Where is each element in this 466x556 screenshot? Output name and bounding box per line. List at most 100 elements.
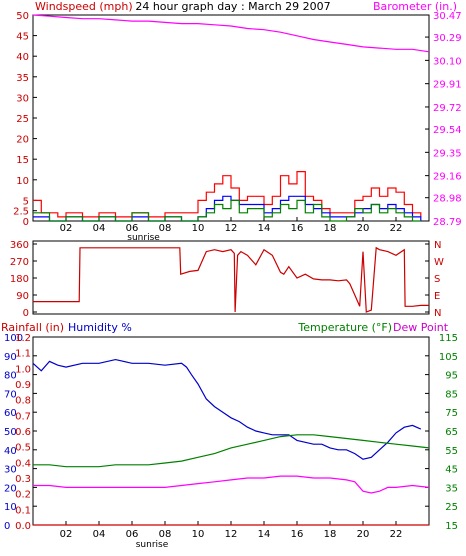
y2-tick-label: 30.10 [433,56,462,67]
temperature-ticks: 15 25 35 45 55 65 75 85 95 105 115 [425,333,458,532]
humidity-line [32,358,422,460]
y-tick-label: 5 [23,196,29,207]
wind-avg-2-line [33,199,421,222]
temperature-axis-label: Temperature (°F) [297,321,392,334]
temp-tick-label: 105 [439,352,458,363]
climate-panel: Rainfall (in) Humidity % Temperature (°F… [1,321,458,550]
y2-tick-label: 28.98 [433,194,462,205]
humidity-tick-label: 90 [4,352,17,363]
barometer-axis-label: Barometer (in.) [373,0,457,13]
temp-tick-label: 45 [445,465,458,476]
humidity-tick-label: 30 [4,465,17,476]
rain-tick-label: 1.1 [15,349,31,360]
temp-tick-label: 15 [445,521,458,532]
y-tick-label: 35 [16,73,29,84]
x-tick-label: 16 [291,223,304,234]
x-tick-label: 20 [357,529,370,540]
windspeed-axis-label: Windspeed (mph) [35,0,133,13]
humidity-tick-label: 80 [4,371,17,382]
humidity-tick-label: 100 [4,333,23,344]
dewpoint-axis-label: Dew Point [393,321,449,334]
y2-tick-label: E [434,291,440,302]
y2-tick-label: N [434,308,441,319]
rain-tick-label: 0.9 [15,380,31,391]
temp-tick-label: 85 [445,389,458,400]
climate-series [32,358,430,526]
temp-tick-label: 115 [439,333,458,344]
x-tick-label: 18 [324,529,337,540]
rain-tick-label: 0.6 [15,427,31,438]
humidity-tick-label: 10 [4,502,17,513]
rain-tick-label: 0.5 [15,443,31,454]
y2-tick-label: 29.72 [433,103,462,114]
temp-tick-label: 55 [445,446,458,457]
temp-tick-label: 95 [445,371,458,382]
x-tick-label: 10 [192,529,205,540]
x-tick-label: 20 [357,223,370,234]
y2-tick-label: N [434,240,441,251]
humidity-tick-label: 50 [4,427,17,438]
x-tick-label: 22 [390,529,403,540]
temp-tick-label: 65 [445,427,458,438]
rain-tick-label: 0.7 [15,411,31,422]
y2-tick-label: 30.29 [433,33,462,44]
direction-degree-ticks: 0 90 180 270 360 [10,240,37,319]
x-tick-label: 14 [258,223,271,234]
rain-tick-label: 0.0 [15,521,31,532]
x-tick-label: 22 [390,223,403,234]
x-tick-label: 06 [126,529,139,540]
sunrise-label-bottom: sunrise [136,540,169,550]
y2-tick-label: 30.47 [433,11,462,22]
barometer-ticks: 28.79 28.98 29.16 29.35 29.54 29.72 29.91 30.10… [425,11,462,228]
temp-tick-label: 35 [445,483,458,494]
wind-panel: Windspeed (mph) 24 hour graph day : Marc… [13,0,462,243]
humidity-tick-label: 60 [4,408,17,419]
wind-series [32,14,430,222]
y2-tick-label: S [434,274,440,285]
wind-direction-line [33,246,429,313]
barometer-line [32,14,430,53]
x-tick-label: 14 [258,529,271,540]
rain-tick-label: 0.1 [15,505,31,516]
x-tick-label: 04 [93,223,106,234]
x-tick-label: 10 [192,223,205,234]
temperature-line [33,434,430,468]
y2-tick-label: 28.79 [433,217,462,228]
x-tick-label: 08 [159,529,172,540]
y-tick-label: 180 [10,274,29,285]
sunrise-label: sunrise [127,233,160,243]
y-tick-label: 0 [23,217,29,228]
temp-tick-label: 75 [445,408,458,419]
dew-point-line [33,475,430,494]
y2-tick-label: W [434,257,444,268]
y-tick-label: 0 [23,308,29,319]
y2-tick-label: 29.16 [433,172,462,183]
x-tick-label: 18 [324,223,337,234]
rain-tick-label: 1.0 [15,364,31,375]
humidity-rain-ticks: 0 10 20 30 40 50 60 70 80 90 100 0.0 0.1 0.2 0.3 0.4 0.5… [4,333,37,532]
y-tick-label: 25 [16,114,29,125]
temp-tick-label: 25 [445,502,458,513]
x-tick-label: 04 [93,529,106,540]
y-tick-label: 30 [16,93,29,104]
rainfall-axis-label: Rainfall (in) [1,321,64,334]
x-tick-label: 12 [225,529,238,540]
windspeed-ticks: 02.55 10 15 20 25 30 35 40 45 50 [13,11,37,228]
x-tick-label: 06 [126,223,139,234]
x-tick-label: 08 [159,223,172,234]
y-tick-label: 15 [16,155,29,166]
x-tick-label: 12 [225,223,238,234]
y2-tick-label: 29.91 [433,80,462,91]
humidity-tick-label: 20 [4,483,17,494]
rain-tick-label: 0.2 [15,490,31,501]
rain-tick-label: 0.3 [15,474,31,485]
humidity-tick-label: 40 [4,446,17,457]
x-tick-label: 16 [291,529,304,540]
x-tick-label: 02 [60,223,73,234]
gust-line [33,171,422,218]
humidity-tick-label: 70 [4,389,17,400]
y-tick-label: 20 [16,135,29,146]
direction-series [33,246,429,313]
